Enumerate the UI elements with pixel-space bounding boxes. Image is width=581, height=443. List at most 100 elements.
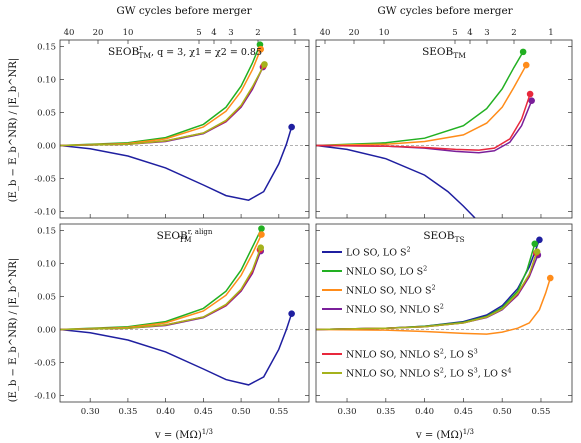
x-tick-label: 0.45: [194, 407, 213, 417]
series-line: [60, 48, 262, 147]
series-endpoint: [258, 231, 265, 238]
plot-frame: [59, 223, 310, 403]
chart-panel-2: 40 20 10 5 4 3 2 1 SEOBTM: [315, 28, 573, 219]
y-tick-label: -0.05: [34, 174, 56, 184]
legend-item: NNLO SO, NNLO S2, LO S3, LO S4: [322, 367, 512, 380]
top-tick-label: 40: [320, 28, 331, 38]
x-tick-label: 0.50: [232, 407, 251, 417]
top-tick-label: 1: [548, 28, 553, 38]
series-endpoint: [536, 236, 543, 244]
top-tick-label: 2: [511, 28, 516, 38]
top-tick-label: 5: [196, 28, 201, 38]
legend-label: NNLO SO, NLO S2: [346, 284, 436, 297]
y-axis-label-bottom: (E_b − E_b^NR) / |E_b^NR|: [8, 258, 19, 402]
legend-item: NNLO SO, NNLO S2: [322, 303, 444, 316]
legend-label: NNLO SO, NNLO S2: [346, 303, 444, 316]
y-tick-label: -0.05: [34, 358, 56, 368]
y-tick-label: 0.15: [37, 227, 56, 237]
y-tick-label: 0.10: [37, 260, 56, 270]
plot-frame: [315, 223, 573, 403]
y-axis-label-text: (E_b − E_b^NR) / |E_b^NR|: [8, 258, 19, 402]
y-tick-label: 0.05: [37, 293, 56, 303]
chart-panel-4: 0.30 0.35 0.40 0.45 0.50 0.55 SEOBTS: [315, 223, 573, 417]
top-tick-label: 2: [255, 28, 260, 38]
x-axis-label-main: v = (MΩ): [154, 430, 202, 441]
y-axis-label-text: (E_b − E_b^NR) / |E_b^NR|: [8, 58, 19, 202]
y-tick-label: 0.00: [37, 325, 56, 335]
series-endpoint: [533, 248, 541, 255]
legend-label: NNLO SO, LO S2: [346, 265, 427, 278]
chart-panel-1: 0.15 0.10 0.05 0.00 -0.05 -0.10 40 20 10 5 4 3 2 1 SEO…: [34, 28, 310, 219]
series-endpoint: [531, 240, 539, 248]
series-line: [60, 126, 293, 201]
series-line: [316, 144, 476, 218]
series-line: [60, 65, 265, 147]
series-endpoint: [257, 45, 265, 53]
chart-panel-3: 0.15 0.10 0.05 0.00 -0.05 -0.10 0.30 0.35 0.40 0.…: [34, 223, 310, 417]
x-tick-label: 0.55: [269, 407, 288, 417]
top-tick-label: 5: [452, 28, 457, 38]
x-tick-label: 0.35: [118, 407, 137, 417]
panel-title: SEOBTM: [422, 46, 466, 60]
series-line: [60, 313, 293, 386]
series-line: [60, 228, 263, 331]
plot-frame: [315, 39, 573, 219]
series-endpoint: [526, 90, 534, 98]
series-line: [316, 51, 524, 147]
panel-title: SEOBr TM, q = 3, χ1 = χ2 = 0.85: [108, 44, 262, 60]
x-tick-label: 0.40: [415, 407, 434, 417]
plot-frame: [59, 39, 310, 219]
legend: LO SO, LO S2 NNLO SO, LO S2 NNLO SO, NLO S…: [322, 246, 512, 380]
legend-item: NNLO SO, LO S2: [322, 265, 427, 278]
series-line: [60, 234, 263, 331]
series-endpoint: [528, 97, 535, 104]
top-tick-label: 3: [228, 28, 233, 38]
series-endpoint: [261, 61, 268, 68]
series-line: [316, 64, 527, 147]
top-tick-label: 40: [64, 28, 75, 38]
series-endpoint: [546, 274, 554, 282]
series-endpoint: [257, 244, 265, 252]
series-endpoint: [519, 48, 527, 56]
y-axis-label-top: (E_b − E_b^NR) / |E_b^NR|: [8, 58, 19, 202]
panel-title: SEOBTS: [423, 230, 464, 244]
x-tick-label: 0.35: [376, 407, 395, 417]
legend-label: NNLO SO, NNLO S2, LO S3, LO S4: [346, 367, 512, 380]
x-tick-label: 0.30: [338, 407, 357, 417]
x-tick-label: 0.45: [454, 407, 473, 417]
y-tick-label: 0.05: [37, 109, 56, 119]
top-tick-label: 4: [211, 28, 216, 38]
x-tick-label: 0.55: [532, 407, 551, 417]
series-endpoint: [258, 225, 265, 232]
top-axis-label-right: GW cycles before merger: [377, 5, 513, 17]
y-tick-label: 0.10: [37, 76, 56, 86]
legend-label: NNLO SO, NNLO S2, LO S3: [346, 348, 478, 361]
y-tick-label: -0.10: [34, 207, 56, 217]
series-line: [60, 64, 266, 147]
x-axis-label-exp: 1/3: [202, 428, 213, 436]
x-axis-label-right: v = (MΩ)1/3: [415, 428, 474, 441]
legend-label: LO SO, LO S2: [346, 246, 411, 259]
series-line: [316, 251, 538, 331]
top-tick-label: 1: [292, 28, 297, 38]
series-line: [60, 66, 264, 147]
top-tick-label: 10: [123, 28, 134, 38]
series-endpoint: [288, 123, 295, 131]
x-axis-label-exp: 1/3: [463, 428, 474, 436]
series-line: [60, 44, 261, 147]
top-tick-label: 20: [349, 28, 360, 38]
x-tick-label: 0.40: [156, 407, 175, 417]
top-axis-label-left: GW cycles before merger: [116, 5, 252, 17]
legend-item: LO SO, LO S2: [322, 246, 411, 259]
series-line: [316, 93, 531, 151]
legend-item: NNLO SO, NLO S2: [322, 284, 436, 297]
y-tick-label: -0.10: [34, 391, 56, 401]
x-axis-label-main: v = (MΩ): [415, 430, 463, 441]
top-tick-label: 4: [467, 28, 472, 38]
series-endpoint: [522, 61, 530, 69]
series-line: [316, 277, 552, 335]
legend-item: NNLO SO, NNLO S2, LO S3: [322, 348, 478, 361]
y-tick-label: 0.00: [37, 141, 56, 151]
x-axis-label-left: v = (MΩ)1/3: [154, 428, 213, 441]
